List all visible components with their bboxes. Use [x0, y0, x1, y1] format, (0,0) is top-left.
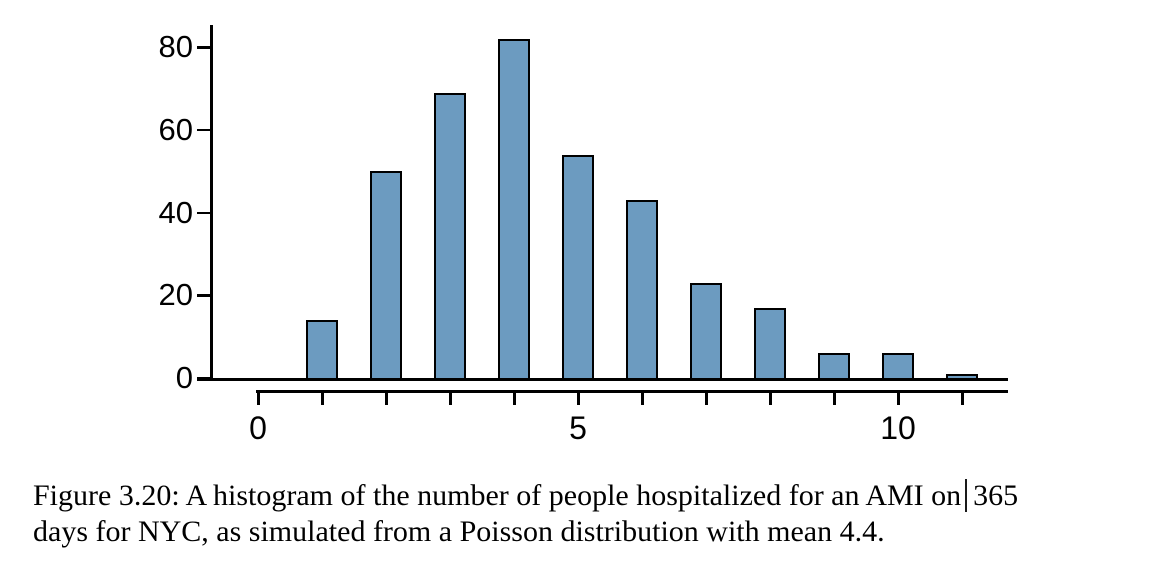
y-tick-label: 40: [158, 194, 193, 230]
x-tick-label: 10: [880, 410, 916, 446]
histogram-bar: [754, 307, 786, 380]
x-axis-tick: [705, 390, 708, 405]
x-axis-line: [256, 390, 1008, 393]
histogram-bar: [818, 353, 850, 380]
histogram-bar: [690, 282, 722, 380]
x-axis-tick: [449, 390, 452, 405]
x-axis-tick: [321, 390, 324, 405]
x-axis-tick: [257, 390, 260, 405]
figure-caption: Figure 3.20: A histogram of the number o…: [33, 478, 1148, 550]
x-axis-tick: [961, 390, 964, 405]
y-tick-label: 0: [175, 360, 193, 395]
y-axis-tick: [197, 294, 211, 297]
x-axis-tick: [513, 390, 516, 405]
x-axis-tick: [833, 390, 836, 405]
caption-text-line2: days for NYC, as simulated from a Poisso…: [33, 515, 885, 548]
y-tick-label: 20: [158, 277, 193, 313]
x-axis-tick: [577, 390, 580, 405]
x-axis-tick: [769, 390, 772, 405]
x-axis-tick: [385, 390, 388, 405]
caption-text-part2: 365: [973, 479, 1019, 512]
y-axis-tick: [197, 128, 211, 132]
x-axis-tick: [641, 390, 644, 405]
x-tick-label: 5: [569, 410, 587, 446]
histogram-bar: [498, 38, 530, 380]
y-axis-tick: [197, 377, 211, 380]
caption-text-part1: Figure 3.20: A histogram of the number o…: [33, 479, 962, 512]
x-baseline: [197, 378, 1008, 381]
histogram-bar: [306, 320, 338, 380]
histogram-bar: [434, 92, 466, 380]
y-tick-label: 80: [158, 29, 193, 64]
histogram-plot: 0 20 40 60 80 0 5 10: [158, 25, 1008, 446]
x-axis-tick: [897, 390, 900, 405]
y-axis-tick: [197, 211, 211, 214]
histogram-bar: [882, 353, 914, 380]
y-axis-tick: [197, 46, 211, 49]
histogram-bar: [370, 171, 402, 380]
y-tick-label: 60: [158, 111, 193, 147]
histogram-bar: [946, 373, 978, 380]
x-tick-label: 0: [249, 410, 267, 446]
histogram-bar: [562, 154, 594, 380]
text-cursor: [965, 479, 968, 512]
y-axis-line: [210, 25, 213, 380]
histogram-bar: [626, 200, 658, 380]
